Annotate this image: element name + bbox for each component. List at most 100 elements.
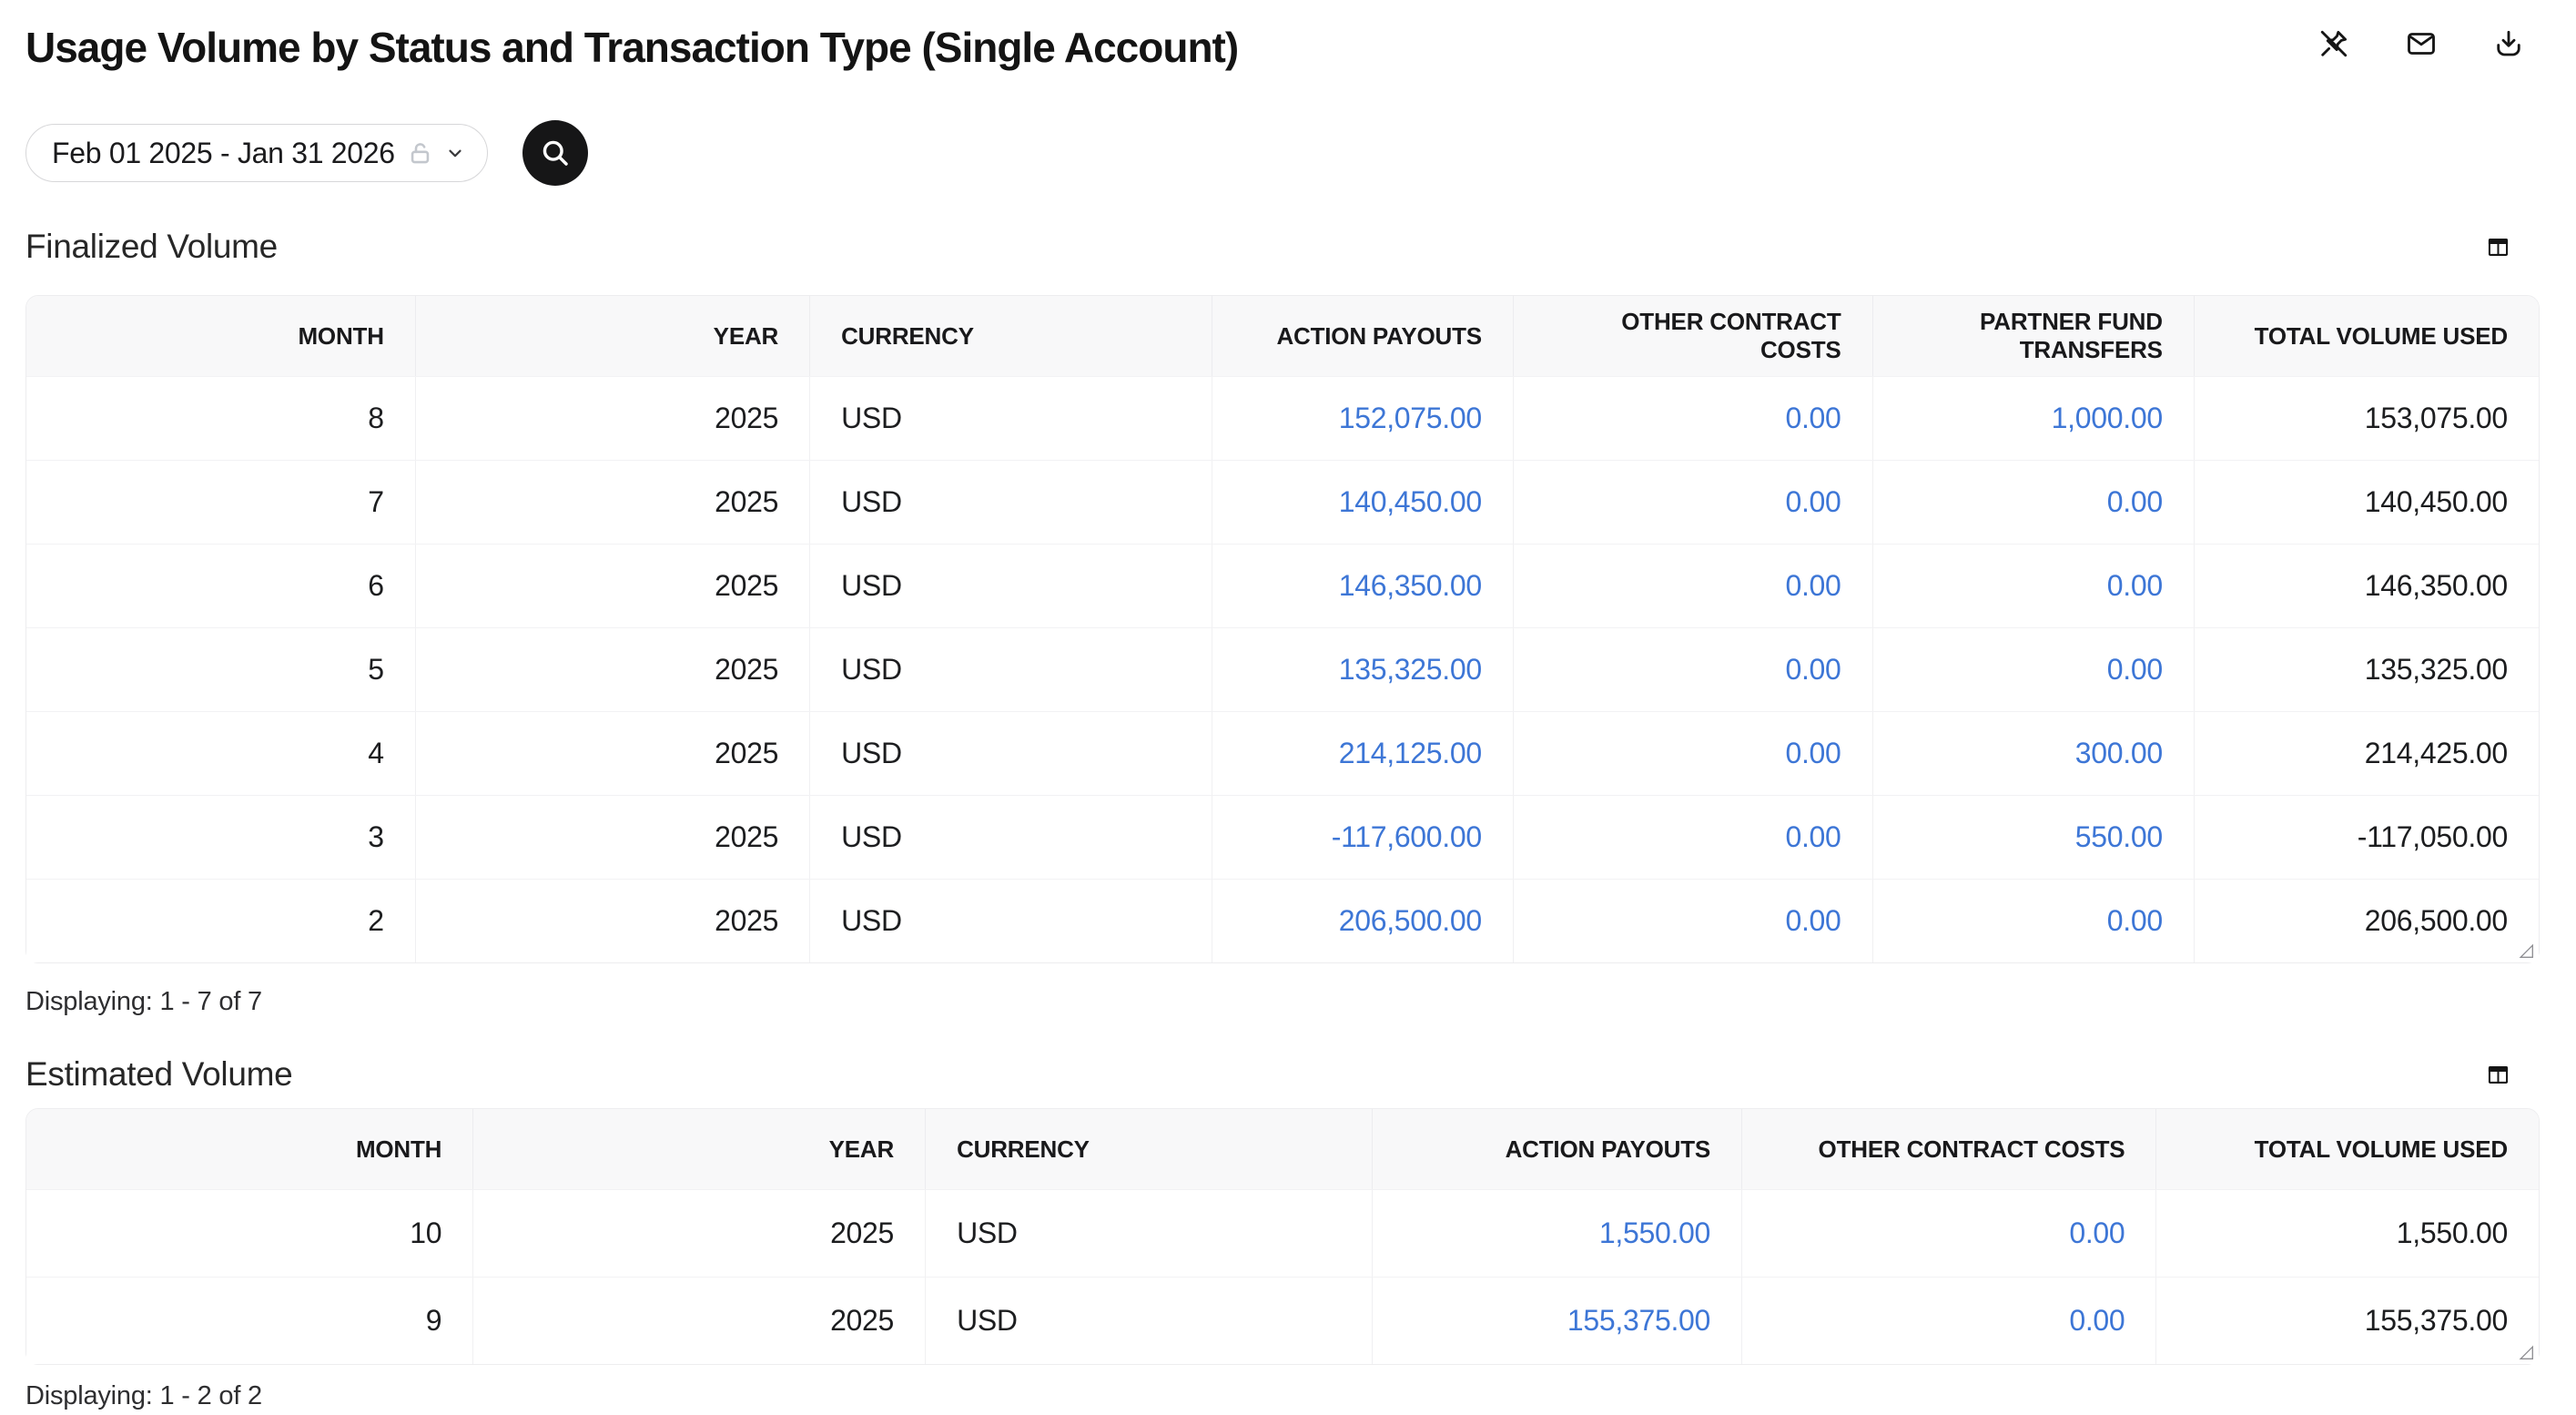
- table-header-row: MONTH YEAR CURRENCY ACTION PAYOUTS OTHER CON…: [26, 296, 2539, 376]
- cell-link[interactable]: 146,350.00: [1212, 545, 1514, 627]
- cell-link[interactable]: 0.00: [1514, 880, 1873, 962]
- table-cell: USD: [926, 1278, 1374, 1364]
- table-cell: 155,375.00: [2364, 1304, 2508, 1337]
- table-cell: 2025: [416, 461, 811, 544]
- column-header[interactable]: MONTH: [26, 1109, 474, 1189]
- cell-link[interactable]: 0.00: [1514, 545, 1873, 627]
- table-cell: USD: [810, 880, 1212, 962]
- cell-link[interactable]: 135,325.00: [1212, 628, 1514, 711]
- section-title: Finalized Volume: [25, 228, 278, 265]
- table-row: 6 2025 USD 146,350.00 0.00 0.00 146,350.00: [26, 544, 2539, 627]
- cell-link[interactable]: 0.00: [1742, 1190, 2157, 1277]
- cell-link[interactable]: 550.00: [1873, 796, 2195, 879]
- table-cell: 2025: [416, 712, 811, 795]
- table-cell: USD: [810, 545, 1212, 627]
- table-cell: 2025: [473, 1190, 927, 1277]
- column-header[interactable]: CURRENCY: [926, 1109, 1374, 1189]
- column-header[interactable]: TOTAL VOLUME USED: [2254, 321, 2508, 350]
- page-title: Usage Volume by Status and Transaction T…: [25, 24, 1239, 71]
- column-header[interactable]: YEAR: [473, 1109, 927, 1189]
- table-columns-icon[interactable]: [2486, 235, 2510, 260]
- table-cell: 6: [26, 545, 416, 627]
- table-columns-icon[interactable]: [2486, 1063, 2510, 1087]
- section-title: Estimated Volume: [25, 1055, 293, 1093]
- cell-link[interactable]: 0.00: [1514, 712, 1873, 795]
- toolbar: [2314, 24, 2529, 64]
- column-header[interactable]: YEAR: [416, 296, 811, 376]
- column-header[interactable]: CURRENCY: [810, 296, 1212, 376]
- table-cell: 3: [26, 796, 416, 879]
- table-row: 4 2025 USD 214,125.00 0.00 300.00 214,425.00: [26, 711, 2539, 795]
- table-row: 8 2025 USD 152,075.00 0.00 1,000.00 153,075.00: [26, 376, 2539, 460]
- table-cell: 8: [26, 377, 416, 460]
- cell-link[interactable]: 214,125.00: [1212, 712, 1514, 795]
- cell-link[interactable]: 155,375.00: [1373, 1278, 1743, 1364]
- estimated-volume-section: Estimated Volume MONTH YEAR CURRENCY ACTION…: [25, 1054, 2540, 1411]
- cell-link[interactable]: 0.00: [1514, 628, 1873, 711]
- section-header: Finalized Volume: [25, 226, 2540, 268]
- date-range-value: Feb 01 2025 - Jan 31 2026: [52, 136, 395, 169]
- mail-icon[interactable]: [2401, 24, 2441, 64]
- table-cell: USD: [810, 628, 1212, 711]
- table-header-row: MONTH YEAR CURRENCY ACTION PAYOUTS OTHER CON…: [26, 1109, 2539, 1189]
- pagination-status: Displaying: 1 - 7 of 7: [25, 987, 262, 1016]
- table-cell: USD: [810, 712, 1212, 795]
- table-cell: 2025: [416, 377, 811, 460]
- table-row: 5 2025 USD 135,325.00 0.00 0.00 135,325.00: [26, 627, 2539, 711]
- cell-link[interactable]: 1,000.00: [1873, 377, 2195, 460]
- table-cell: 7: [26, 461, 416, 544]
- table-cell: -117,050.00: [2357, 820, 2508, 853]
- table-resize-handle[interactable]: [2519, 1345, 2534, 1360]
- table-cell: 1,550.00: [2396, 1216, 2508, 1249]
- column-header[interactable]: MONTH: [26, 296, 416, 376]
- table-cell: USD: [810, 796, 1212, 879]
- cell-link[interactable]: 206,500.00: [1212, 880, 1514, 962]
- estimated-volume-table: MONTH YEAR CURRENCY ACTION PAYOUTS OTHER CON…: [25, 1108, 2540, 1365]
- chevron-down-icon: [445, 143, 465, 163]
- cell-link[interactable]: 0.00: [1514, 796, 1873, 879]
- cell-link[interactable]: 152,075.00: [1212, 377, 1514, 460]
- table-cell: 2025: [473, 1278, 927, 1364]
- table-row: 9 2025 USD 155,375.00 0.00 155,375.00: [26, 1277, 2539, 1364]
- cell-link[interactable]: 300.00: [1873, 712, 2195, 795]
- column-header[interactable]: ACTION PAYOUTS: [1212, 296, 1514, 376]
- cell-link[interactable]: 0.00: [1742, 1278, 2157, 1364]
- report-header: Usage Volume by Status and Transaction T…: [25, 0, 2540, 73]
- table-cell: 2025: [416, 628, 811, 711]
- table-row: 10 2025 USD 1,550.00 0.00 1,550.00: [26, 1189, 2539, 1277]
- table-cell: 2025: [416, 545, 811, 627]
- search-button[interactable]: [522, 120, 588, 186]
- cell-link[interactable]: 0.00: [1873, 461, 2195, 544]
- table-cell: 140,450.00: [2364, 485, 2508, 518]
- column-header[interactable]: OTHER CONTRACT COSTS: [1742, 1109, 2157, 1189]
- filter-bar: Feb 01 2025 - Jan 31 2026: [25, 120, 2540, 186]
- table-cell: USD: [926, 1190, 1374, 1277]
- table-cell: 5: [26, 628, 416, 711]
- table-row: 7 2025 USD 140,450.00 0.00 0.00 140,450.00: [26, 460, 2539, 544]
- cell-link[interactable]: 0.00: [1873, 628, 2195, 711]
- pin-off-icon[interactable]: [2314, 24, 2354, 64]
- column-header[interactable]: TOTAL VOLUME USED: [2254, 1135, 2508, 1163]
- cell-link[interactable]: 1,550.00: [1373, 1190, 1743, 1277]
- pagination-status: Displaying: 1 - 2 of 2: [25, 1381, 262, 1410]
- cell-link[interactable]: 0.00: [1873, 880, 2195, 962]
- table-resize-handle[interactable]: [2519, 943, 2534, 959]
- column-header[interactable]: PARTNER FUND TRANSFERS: [1873, 296, 2195, 376]
- cell-link[interactable]: -117,600.00: [1212, 796, 1514, 879]
- cell-link[interactable]: 140,450.00: [1212, 461, 1514, 544]
- table-cell: 4: [26, 712, 416, 795]
- table-cell: USD: [810, 377, 1212, 460]
- cell-link[interactable]: 0.00: [1514, 377, 1873, 460]
- cell-link[interactable]: 0.00: [1873, 545, 2195, 627]
- date-range-dropdown[interactable]: Feb 01 2025 - Jan 31 2026: [25, 124, 488, 182]
- column-header[interactable]: ACTION PAYOUTS: [1373, 1109, 1743, 1189]
- column-header[interactable]: OTHER CONTRACT COSTS: [1514, 296, 1873, 376]
- table-cell: 214,425.00: [2364, 737, 2508, 769]
- table-row: 3 2025 USD -117,600.00 0.00 550.00 -117,050.00: [26, 795, 2539, 879]
- table-cell: 2: [26, 880, 416, 962]
- table-cell: 153,075.00: [2364, 402, 2508, 434]
- lock-open-icon: [408, 141, 432, 166]
- download-icon[interactable]: [2489, 24, 2529, 64]
- cell-link[interactable]: 0.00: [1514, 461, 1873, 544]
